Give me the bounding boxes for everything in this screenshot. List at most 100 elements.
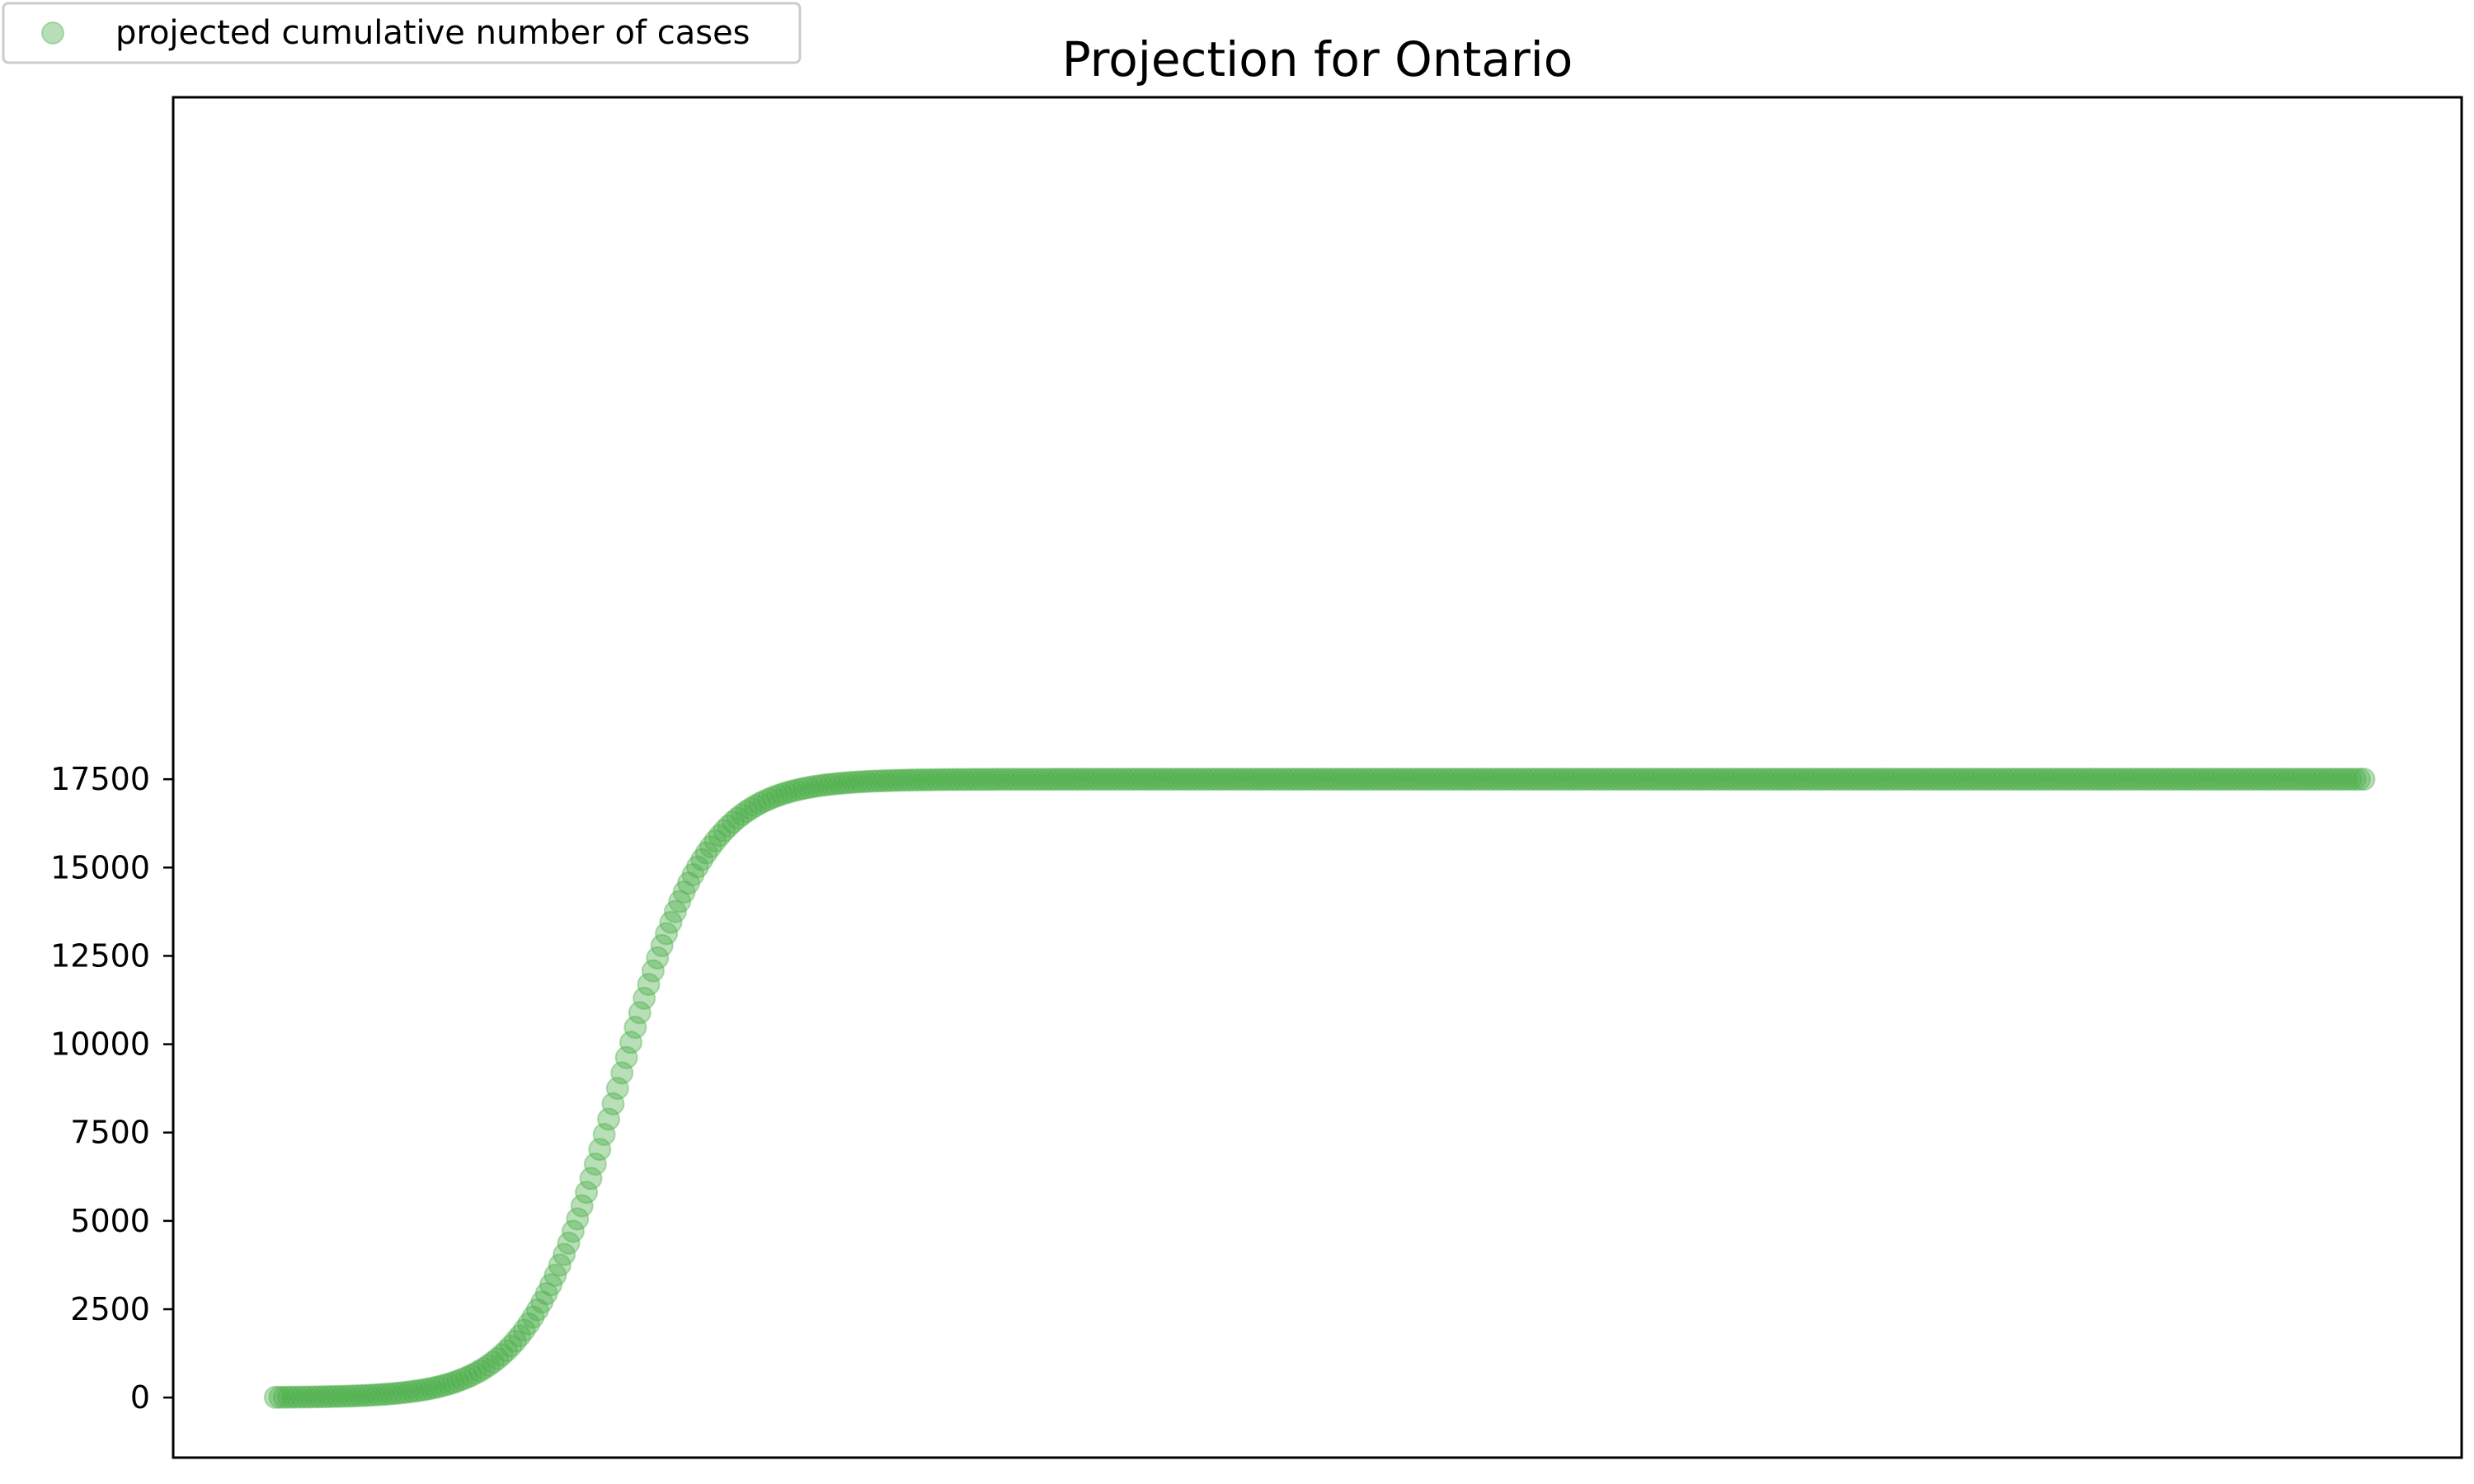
data-point xyxy=(681,862,705,886)
data-point xyxy=(1126,768,1150,791)
data-point xyxy=(1366,768,1390,791)
data-point xyxy=(1535,768,1558,791)
data-point xyxy=(303,1385,327,1409)
data-point xyxy=(1952,768,1976,791)
data-point xyxy=(863,769,887,793)
data-point xyxy=(570,1194,594,1218)
data-point xyxy=(633,986,656,1010)
data-point xyxy=(1139,768,1163,791)
data-point xyxy=(365,1383,389,1407)
data-point xyxy=(525,1298,549,1322)
data-point xyxy=(605,1077,629,1101)
data-point xyxy=(1090,768,1114,791)
data-point xyxy=(1295,768,1319,791)
data-point xyxy=(1690,768,1714,791)
data-point xyxy=(1610,768,1634,791)
data-point xyxy=(1121,768,1145,791)
data-point xyxy=(2246,768,2269,791)
data-point xyxy=(2303,768,2327,791)
data-point xyxy=(2094,768,2118,791)
data-point xyxy=(828,772,852,796)
data-point xyxy=(1183,768,1207,791)
data-point xyxy=(2143,768,2167,791)
data-point xyxy=(2014,768,2038,791)
data-point xyxy=(1761,768,1785,791)
data-point xyxy=(1055,768,1079,791)
data-point xyxy=(2121,768,2145,791)
data-point xyxy=(1103,768,1127,791)
data-point xyxy=(1170,768,1194,791)
data-point xyxy=(1241,768,1265,791)
data-point xyxy=(1917,768,1940,791)
data-point xyxy=(1850,768,1874,791)
data-point xyxy=(1316,768,1340,791)
data-point xyxy=(858,769,882,793)
data-point xyxy=(713,819,736,843)
data-point xyxy=(1108,768,1131,791)
data-point xyxy=(1018,768,1042,791)
data-point xyxy=(908,768,932,791)
data-point xyxy=(1455,768,1479,791)
data-point xyxy=(730,803,754,827)
data-point xyxy=(2339,768,2363,791)
data-point xyxy=(735,800,759,824)
data-point xyxy=(1641,768,1665,791)
data-point xyxy=(1837,768,1860,791)
data-point xyxy=(2321,768,2345,791)
data-point xyxy=(1961,768,1985,791)
data-point xyxy=(619,1031,642,1054)
data-point xyxy=(579,1167,603,1190)
data-point xyxy=(2152,768,2175,791)
data-point xyxy=(1268,768,1291,791)
data-point xyxy=(2218,768,2242,791)
data-point xyxy=(717,815,741,838)
data-point xyxy=(2316,768,2340,791)
data-point xyxy=(1543,768,1567,791)
data-point xyxy=(992,768,1016,791)
data-point xyxy=(1468,768,1492,791)
data-point xyxy=(890,768,914,792)
data-point xyxy=(495,1339,519,1363)
data-point xyxy=(1046,768,1070,791)
data-point xyxy=(1561,768,1585,791)
data-point xyxy=(2067,768,2091,791)
data-point xyxy=(592,1122,616,1146)
data-point xyxy=(1432,768,1456,791)
data-point xyxy=(1997,768,2020,791)
data-point xyxy=(1619,768,1643,791)
data-point xyxy=(1677,768,1700,791)
data-point xyxy=(1650,768,1674,791)
data-point xyxy=(610,1061,634,1085)
data-point xyxy=(1894,768,1918,791)
data-point xyxy=(1805,768,1829,791)
data-point xyxy=(1823,768,1847,791)
data-point xyxy=(748,791,772,815)
y-tick-label: 7500 xyxy=(70,1115,150,1151)
data-point xyxy=(2036,768,2060,791)
data-point xyxy=(1081,768,1105,791)
data-point xyxy=(801,775,825,799)
data-point xyxy=(899,768,923,792)
data-point xyxy=(917,768,941,791)
data-point xyxy=(445,1369,469,1393)
data-point xyxy=(2174,768,2198,791)
data-point xyxy=(1779,768,1803,791)
data-point xyxy=(841,770,865,794)
data-point xyxy=(1930,768,1954,791)
data-point xyxy=(1379,768,1403,791)
data-point xyxy=(655,922,679,946)
data-point xyxy=(770,782,794,806)
data-point xyxy=(370,1383,394,1407)
data-point xyxy=(1050,768,1074,791)
data-point xyxy=(2352,768,2376,791)
data-point xyxy=(2290,768,2314,791)
data-point xyxy=(646,946,670,970)
data-point xyxy=(1334,768,1358,791)
data-point xyxy=(1667,768,1691,791)
data-point xyxy=(1658,768,1682,791)
data-point xyxy=(778,780,802,804)
data-point xyxy=(1178,768,1202,791)
data-point xyxy=(943,768,967,791)
data-point xyxy=(601,1092,625,1115)
data-point xyxy=(423,1375,447,1399)
